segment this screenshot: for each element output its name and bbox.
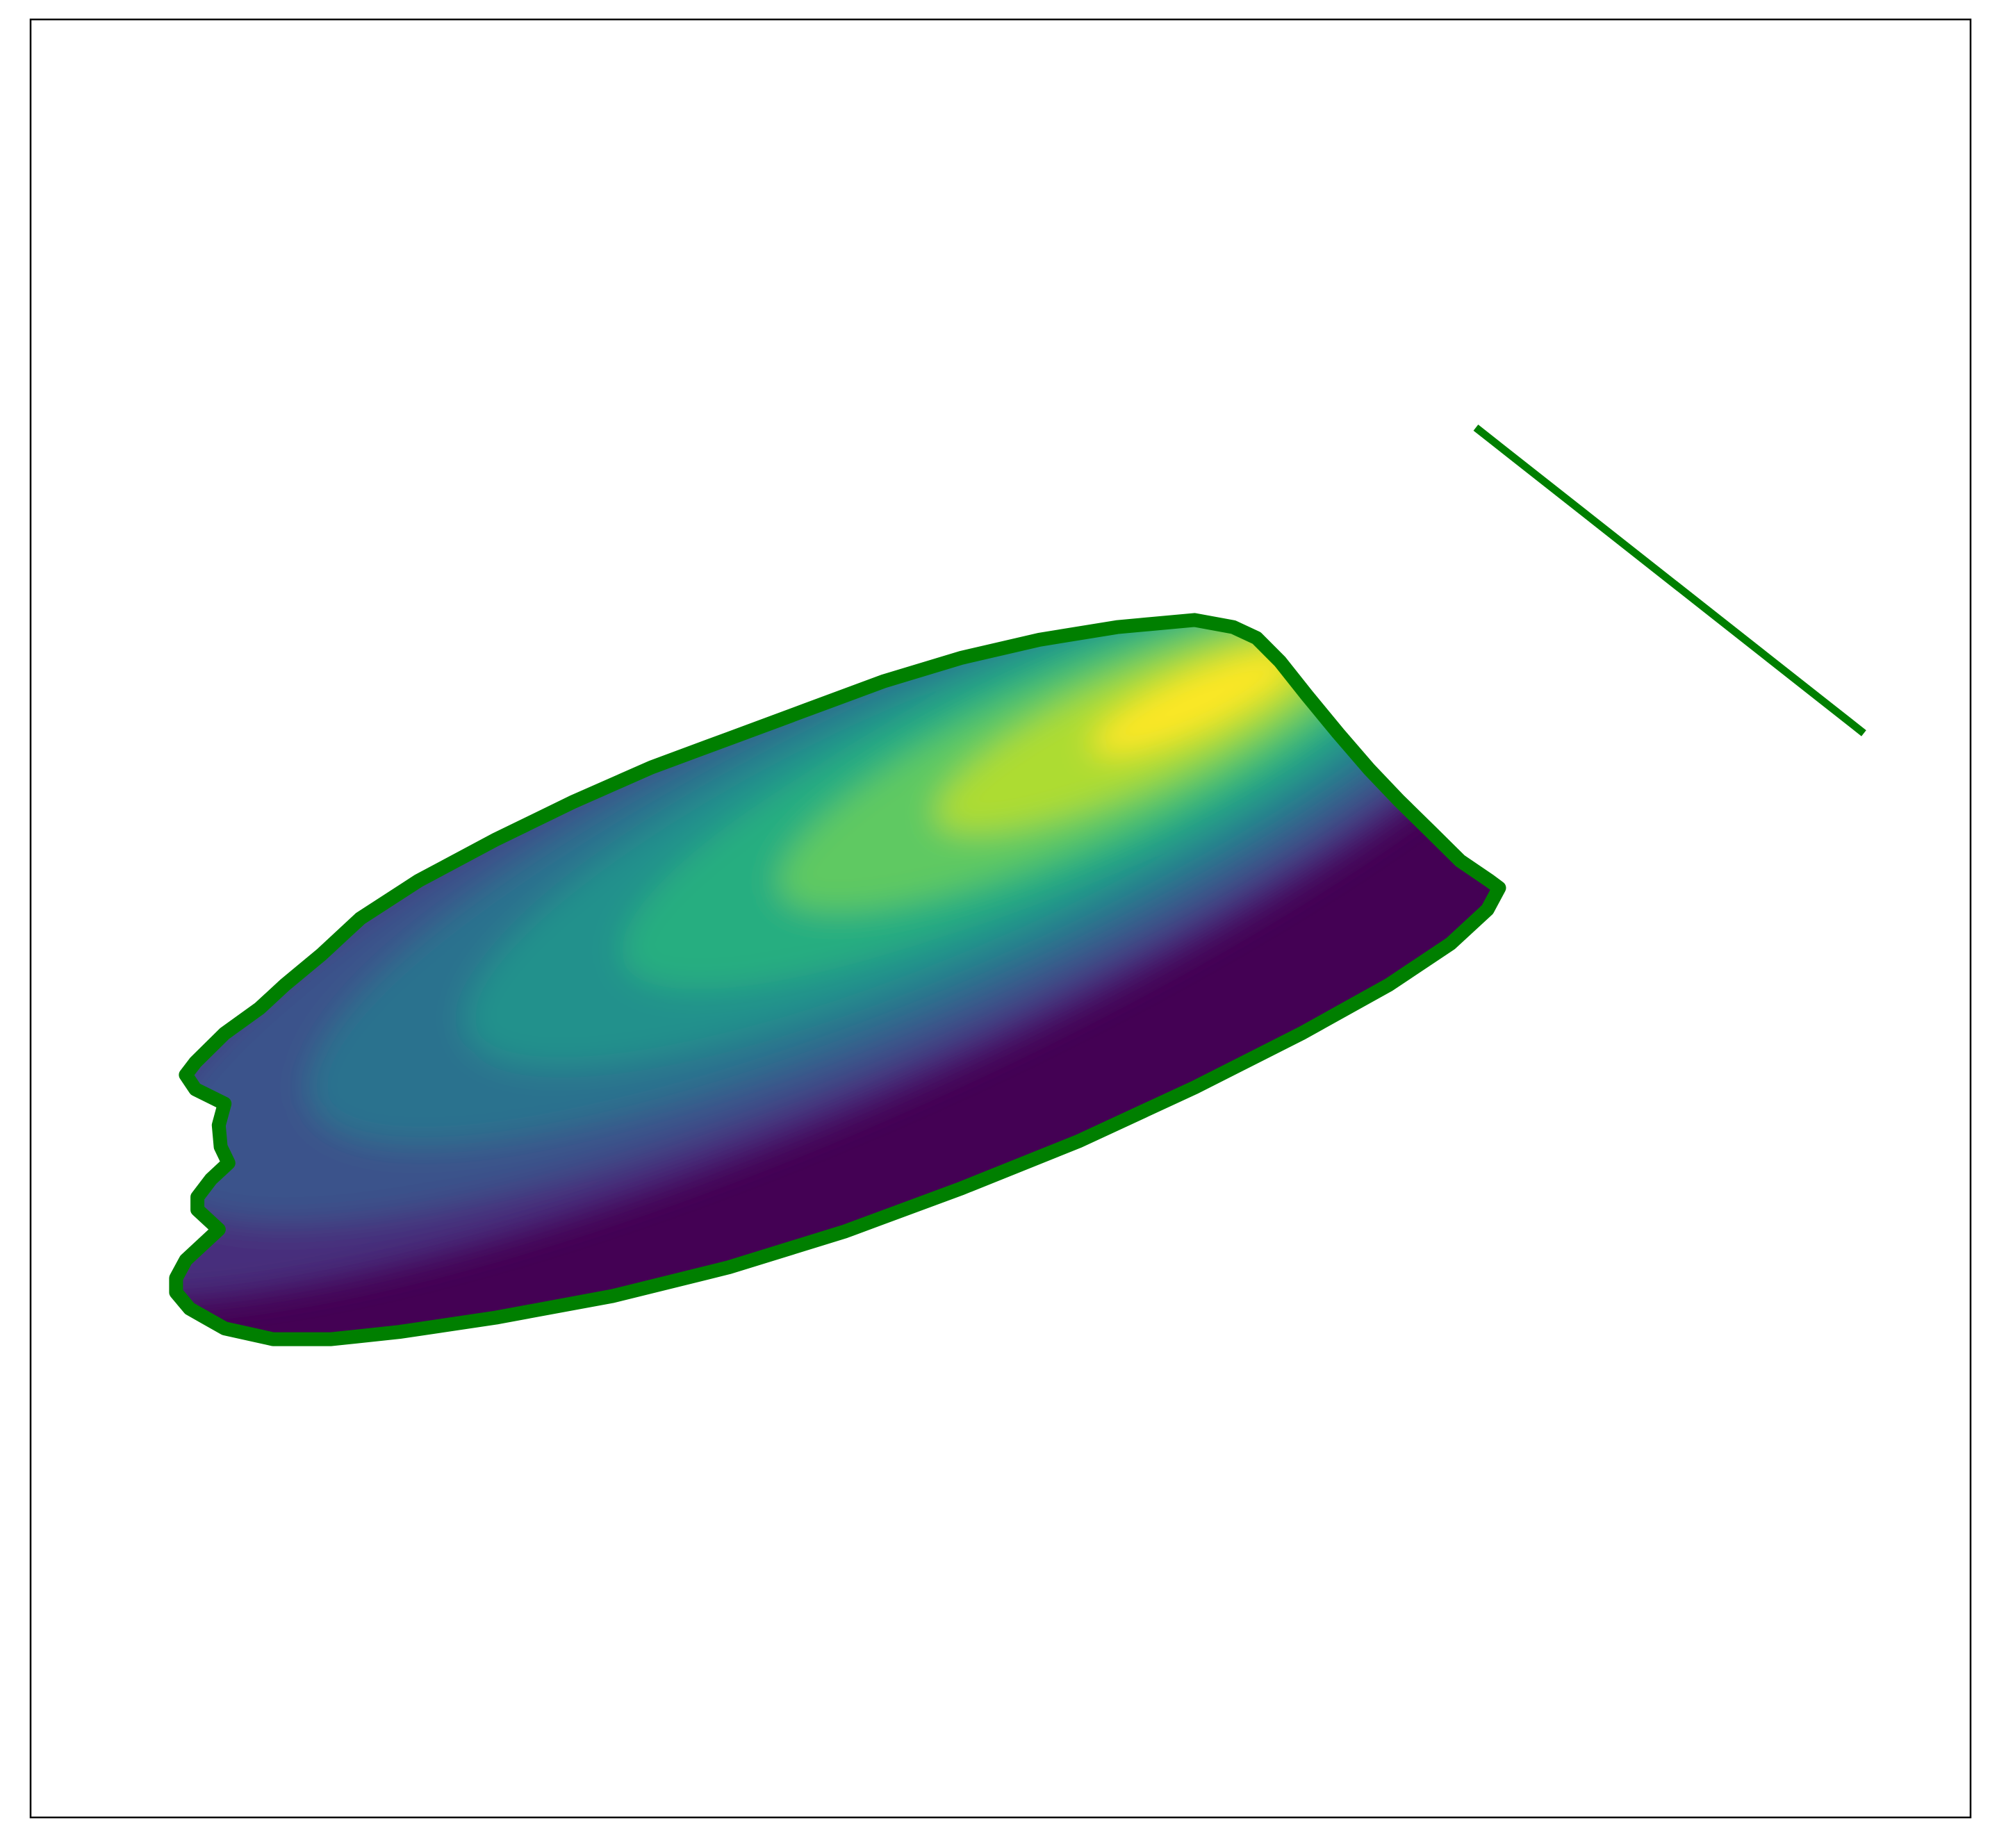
density-level-8 — [1092, 650, 1298, 755]
density-heatmap — [176, 620, 1499, 1339]
density-levels — [176, 620, 1499, 1303]
axes-frame — [29, 18, 1972, 1819]
diagonal-line — [1473, 424, 1866, 736]
region-boundary — [169, 613, 1506, 1346]
